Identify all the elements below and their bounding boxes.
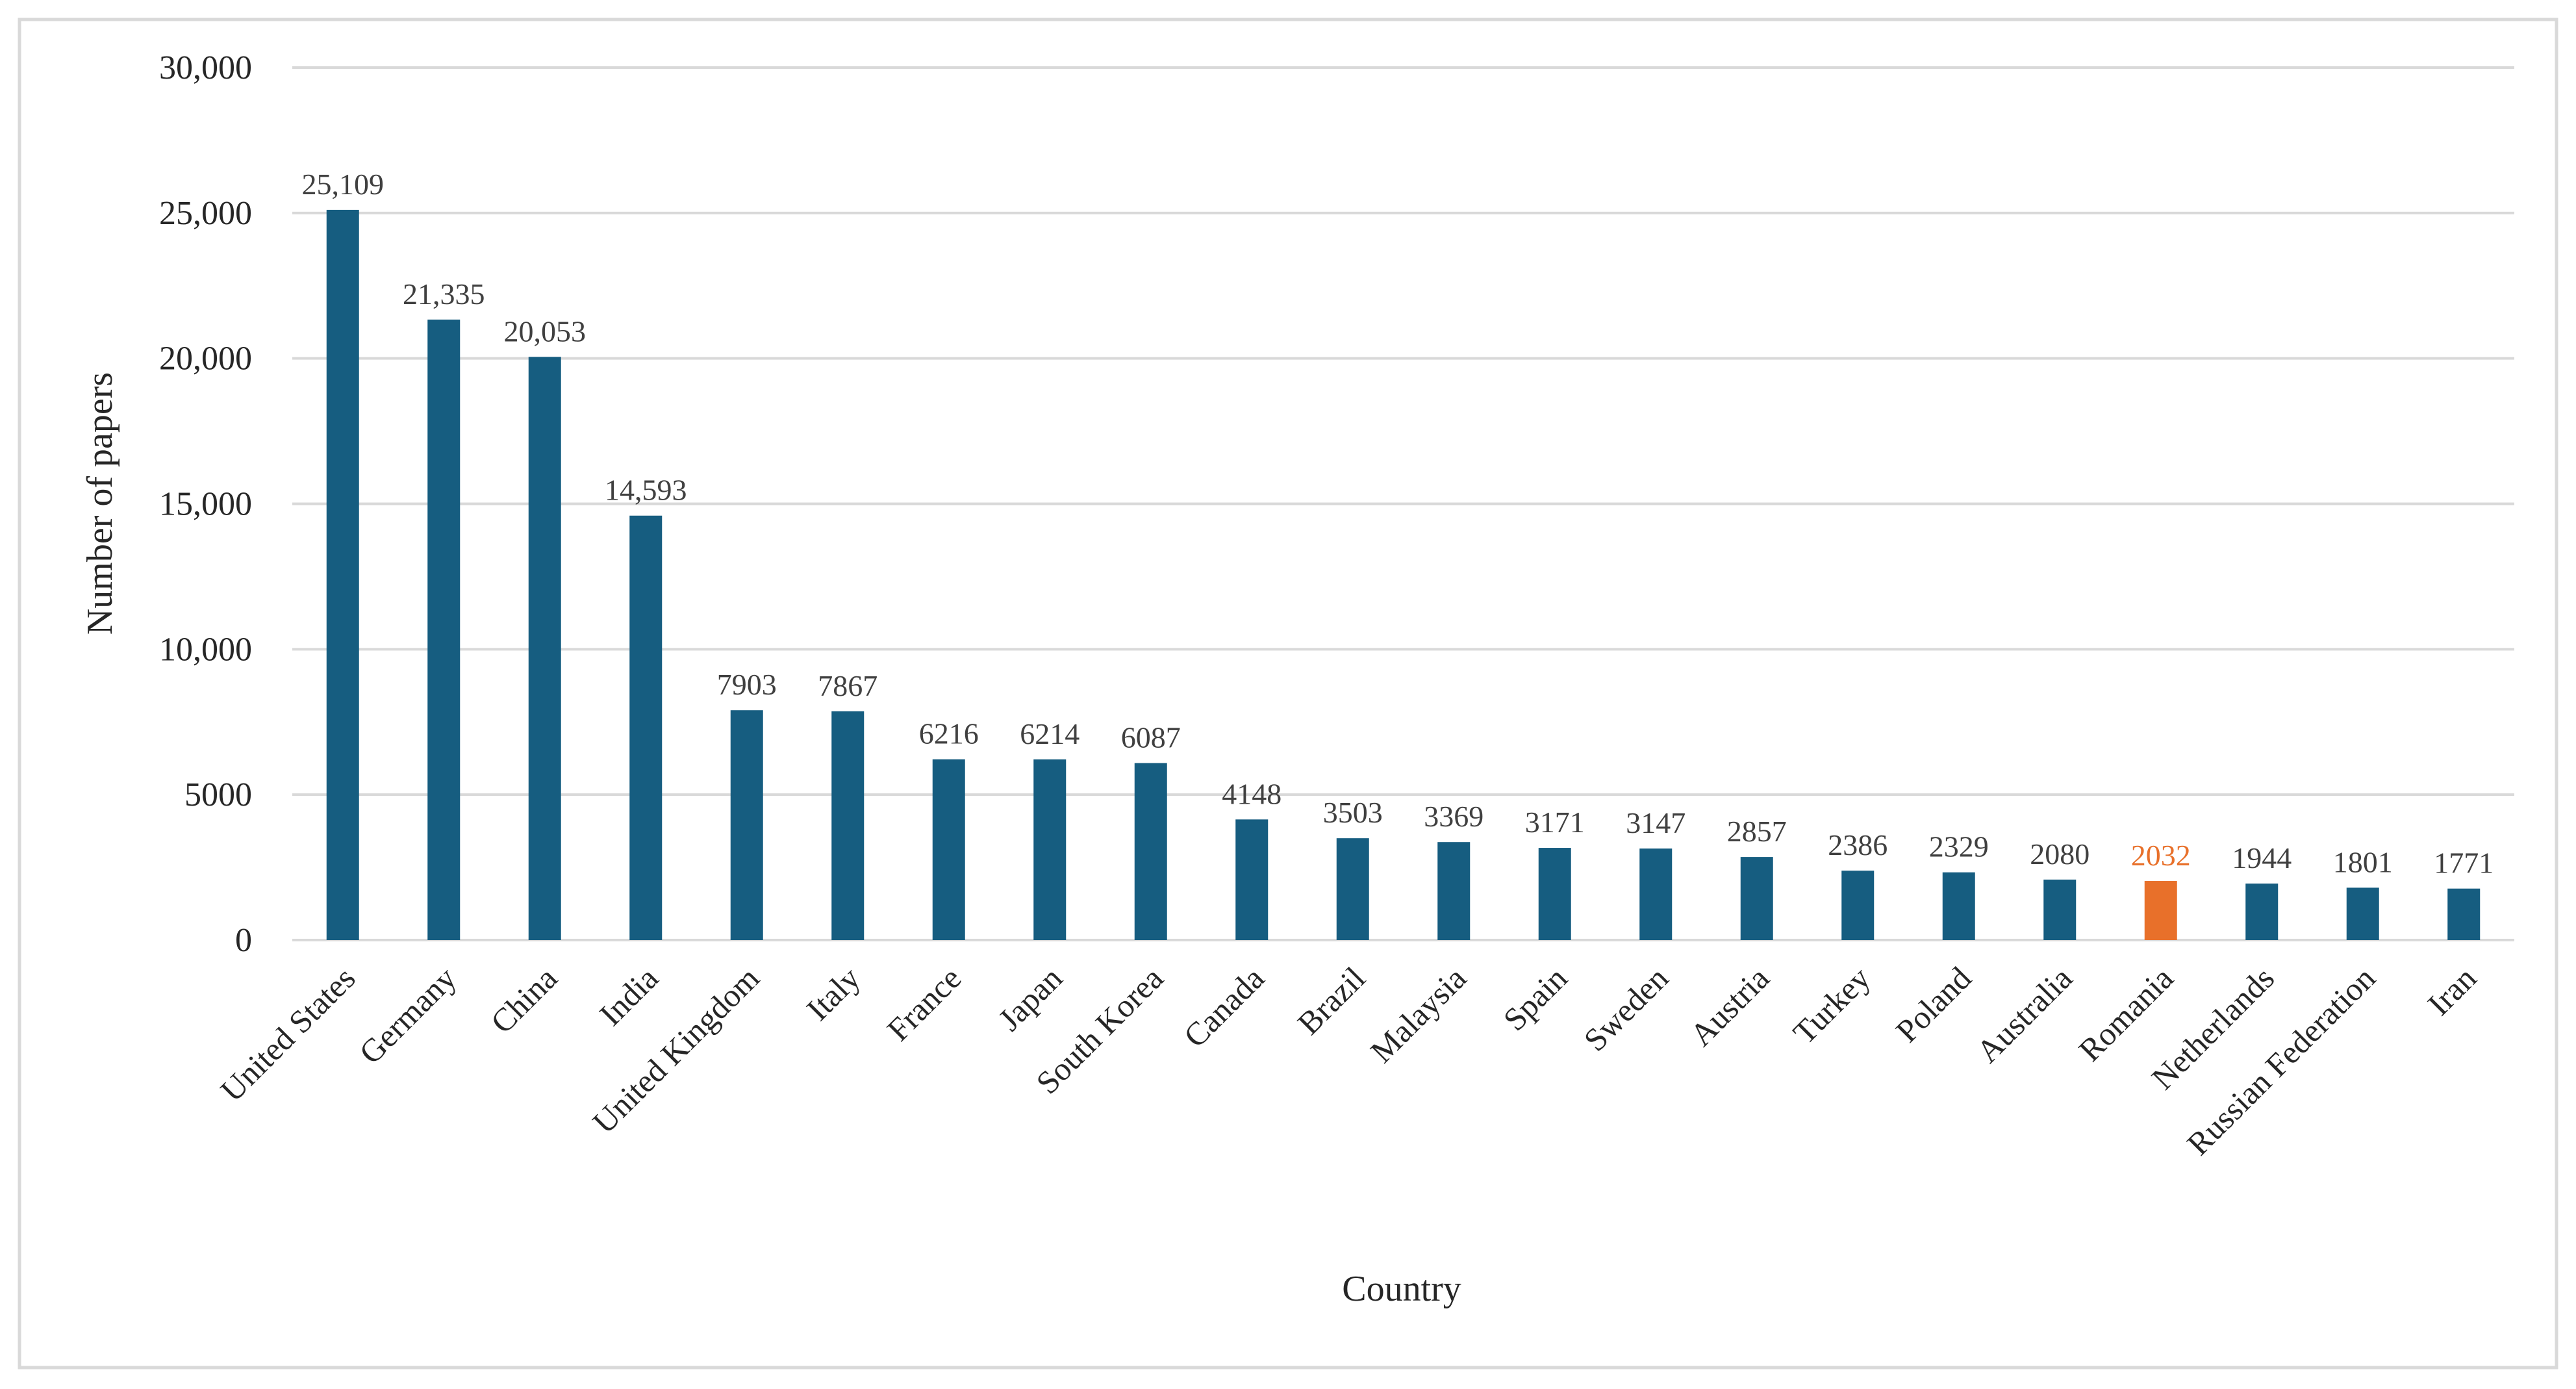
bar-italy [831, 711, 865, 940]
bar-united-states [326, 209, 359, 941]
bar-russian-federation [2346, 887, 2379, 940]
bar-spain [1538, 848, 1571, 940]
data-labels: 25,109 21,335 20,053 14,593 7903 7867 6216 6214… [302, 168, 2494, 880]
y-tick-labels: 0 5000 10,000 15,000 20,000 25,000 30,000 [159, 49, 252, 959]
data-label: 2386 [1828, 828, 1888, 861]
bar-china [528, 357, 561, 940]
bar-iran [2447, 888, 2481, 940]
data-label: 2032 [2131, 839, 2191, 872]
bar-australia [2043, 879, 2077, 940]
data-label: 7903 [717, 668, 777, 701]
data-label: 20,053 [504, 314, 587, 348]
data-label: 25,109 [302, 168, 385, 201]
data-label: 1801 [2333, 845, 2393, 878]
data-label: 1771 [2434, 847, 2494, 880]
bar-austria [1740, 857, 1773, 940]
data-label: 3503 [1323, 796, 1383, 829]
bar-sweden [1639, 848, 1673, 940]
bar-turkey [1841, 871, 1875, 940]
gridlines [292, 66, 2514, 941]
y-tick-label: 15,000 [159, 486, 252, 523]
data-label: 2080 [2030, 837, 2090, 871]
bar-japan [1033, 759, 1067, 940]
bar-south-korea [1134, 763, 1167, 940]
bar-brazil [1336, 838, 1369, 940]
y-axis-title: Number of papers [80, 372, 120, 635]
data-label: 3171 [1525, 806, 1585, 839]
data-label: 4148 [1222, 777, 1282, 810]
data-label: 7867 [818, 669, 878, 702]
y-tick-label: 25,000 [159, 195, 252, 232]
bar-canada [1235, 819, 1269, 940]
bar-netherlands [2245, 883, 2279, 940]
data-label: 6214 [1020, 717, 1080, 750]
data-label: 6087 [1121, 721, 1181, 754]
chart-border [18, 18, 2558, 1370]
data-label: 2329 [1929, 830, 1989, 863]
data-label: 6216 [919, 717, 979, 750]
y-tick-label: 30,000 [159, 49, 252, 86]
y-tick-label: 10,000 [159, 631, 252, 668]
data-label: 21,335 [403, 277, 485, 311]
data-label: 1944 [2232, 841, 2292, 874]
bar-united-kingdom [730, 710, 763, 940]
data-label: 3147 [1626, 806, 1686, 839]
y-tick-label: 0 [235, 922, 252, 959]
bar-india [629, 515, 663, 940]
bar-malaysia [1437, 842, 1471, 940]
bar-germany [427, 319, 461, 940]
data-label: 14,593 [605, 474, 687, 507]
bar-romania [2144, 881, 2177, 940]
bar-france [932, 759, 965, 940]
y-tick-label: 20,000 [159, 340, 252, 377]
data-label: 2857 [1727, 815, 1787, 848]
y-tick-label: 5000 [184, 776, 252, 813]
bar-poland [1942, 872, 1975, 940]
x-axis-title: Country [1342, 1269, 1461, 1309]
bars [326, 209, 2481, 941]
data-label: 3369 [1424, 800, 1484, 833]
